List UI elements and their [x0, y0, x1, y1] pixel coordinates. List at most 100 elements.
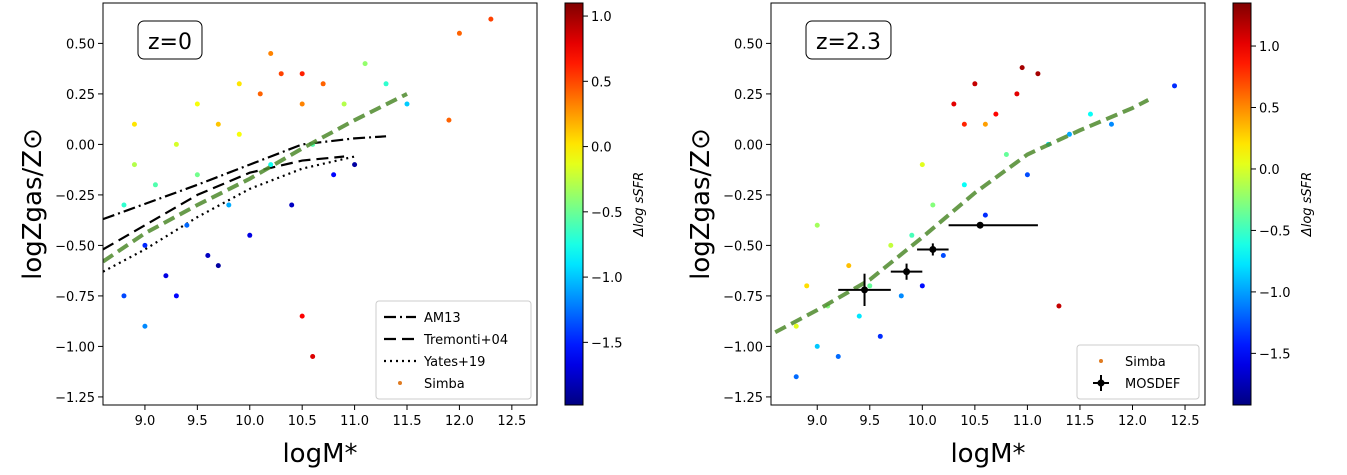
- x-tick-label: 12.5: [1171, 414, 1200, 429]
- y-tick-label: −0.75: [55, 290, 95, 305]
- point: [184, 222, 190, 228]
- x-tick-label: 9.0: [135, 414, 156, 429]
- point: [299, 71, 305, 77]
- point: [793, 323, 799, 329]
- axes-frame: [102, 2, 538, 406]
- plot-area: [774, 65, 1178, 380]
- point: [320, 81, 326, 87]
- axes-frame: [770, 2, 1206, 406]
- point: [194, 101, 200, 107]
- x-axis-label: logM*: [950, 439, 1025, 469]
- legend-label: Yates+19: [423, 355, 485, 370]
- point: [289, 202, 295, 208]
- point: [310, 354, 316, 360]
- point: [909, 232, 915, 238]
- legend-swatch: [1099, 359, 1103, 363]
- point: [1014, 91, 1020, 97]
- x-tick-label: 11.0: [340, 414, 369, 429]
- legend-label: AM13: [424, 311, 461, 326]
- point: [877, 333, 883, 339]
- line: [103, 155, 345, 251]
- point: [814, 343, 820, 349]
- y-tick-label: −1.25: [55, 391, 95, 406]
- colorbar-label: Δlog sSFR: [1300, 172, 1315, 237]
- x-tick-label: 11.5: [1065, 414, 1094, 429]
- legend-label: Tremonti+04: [423, 333, 508, 348]
- point: [846, 263, 852, 269]
- x-tick-label: 12.0: [1118, 414, 1147, 429]
- point: [488, 16, 494, 22]
- x-tick-label: 10.0: [908, 414, 937, 429]
- colorbar: [564, 2, 584, 406]
- y-tick-label: −0.50: [55, 239, 95, 254]
- point: [456, 30, 462, 36]
- colorbar-tick-label: −1.5: [591, 336, 623, 351]
- y-tick-label: −1.00: [55, 340, 95, 355]
- point: [299, 101, 305, 107]
- y-tick-label: −0.25: [55, 189, 95, 204]
- y-tick-label: 0.25: [734, 88, 763, 103]
- point: [152, 182, 158, 188]
- point: [982, 121, 988, 127]
- x-tick-label: 11.5: [393, 414, 422, 429]
- point: [814, 222, 820, 228]
- colorbar-tick-label: 0.5: [1259, 101, 1280, 116]
- y-tick-label: 0.25: [66, 88, 95, 103]
- point: [142, 323, 148, 329]
- colorbar-label: Δlog sSFR: [632, 172, 647, 237]
- point: [993, 111, 999, 117]
- point: [1056, 303, 1062, 309]
- colorbar-tick-label: −0.5: [1259, 224, 1291, 239]
- colorbar-tick-label: 1.0: [1259, 40, 1280, 55]
- point: [299, 313, 305, 319]
- x-tick-label: 11.0: [1013, 414, 1042, 429]
- point: [131, 121, 137, 127]
- line: [103, 135, 387, 221]
- annotation: z=0: [148, 30, 192, 55]
- point: [173, 293, 179, 299]
- point: [268, 162, 274, 168]
- point: [898, 293, 904, 299]
- point: [362, 61, 368, 67]
- point: [972, 81, 978, 87]
- point: [278, 71, 284, 77]
- line: [103, 92, 408, 264]
- annotation-box: [805, 20, 892, 60]
- y-axis-label: logZgas/Z⊙: [18, 128, 48, 280]
- legend-label: MOSDEF: [1125, 377, 1180, 392]
- colorbar-tick-label: 0.0: [1259, 163, 1280, 178]
- point: [352, 162, 358, 168]
- colorbar-tick-label: 0.5: [591, 75, 612, 90]
- x-tick-label: 10.5: [288, 414, 317, 429]
- point: [867, 283, 873, 289]
- colorbar-tick-label: −1.5: [1259, 347, 1291, 362]
- point: [331, 172, 337, 178]
- point: [1019, 65, 1025, 71]
- y-tick-label: −1.25: [723, 391, 763, 406]
- point: [961, 121, 967, 127]
- point: [951, 101, 957, 107]
- point: [856, 313, 862, 319]
- legend-box: [1076, 344, 1200, 400]
- legend-swatch: [1097, 379, 1105, 387]
- point: [919, 283, 925, 289]
- point: [257, 91, 263, 97]
- point: [1035, 71, 1041, 77]
- colorbar-tick-label: 1.0: [591, 10, 612, 25]
- y-tick-label: −1.00: [723, 340, 763, 355]
- error-point: [976, 221, 984, 229]
- x-tick-label: 9.5: [859, 414, 880, 429]
- point: [793, 374, 799, 380]
- y-tick-label: −0.25: [723, 189, 763, 204]
- y-tick-label: 0.50: [734, 37, 763, 52]
- point: [1172, 83, 1178, 89]
- point: [1108, 121, 1114, 127]
- point: [961, 182, 967, 188]
- point: [247, 232, 253, 238]
- y-axis-label: logZgas/Z⊙: [686, 128, 716, 280]
- point: [930, 202, 936, 208]
- colorbar-tick-label: −1.0: [1259, 286, 1291, 301]
- point: [236, 81, 242, 87]
- line: [774, 98, 1150, 335]
